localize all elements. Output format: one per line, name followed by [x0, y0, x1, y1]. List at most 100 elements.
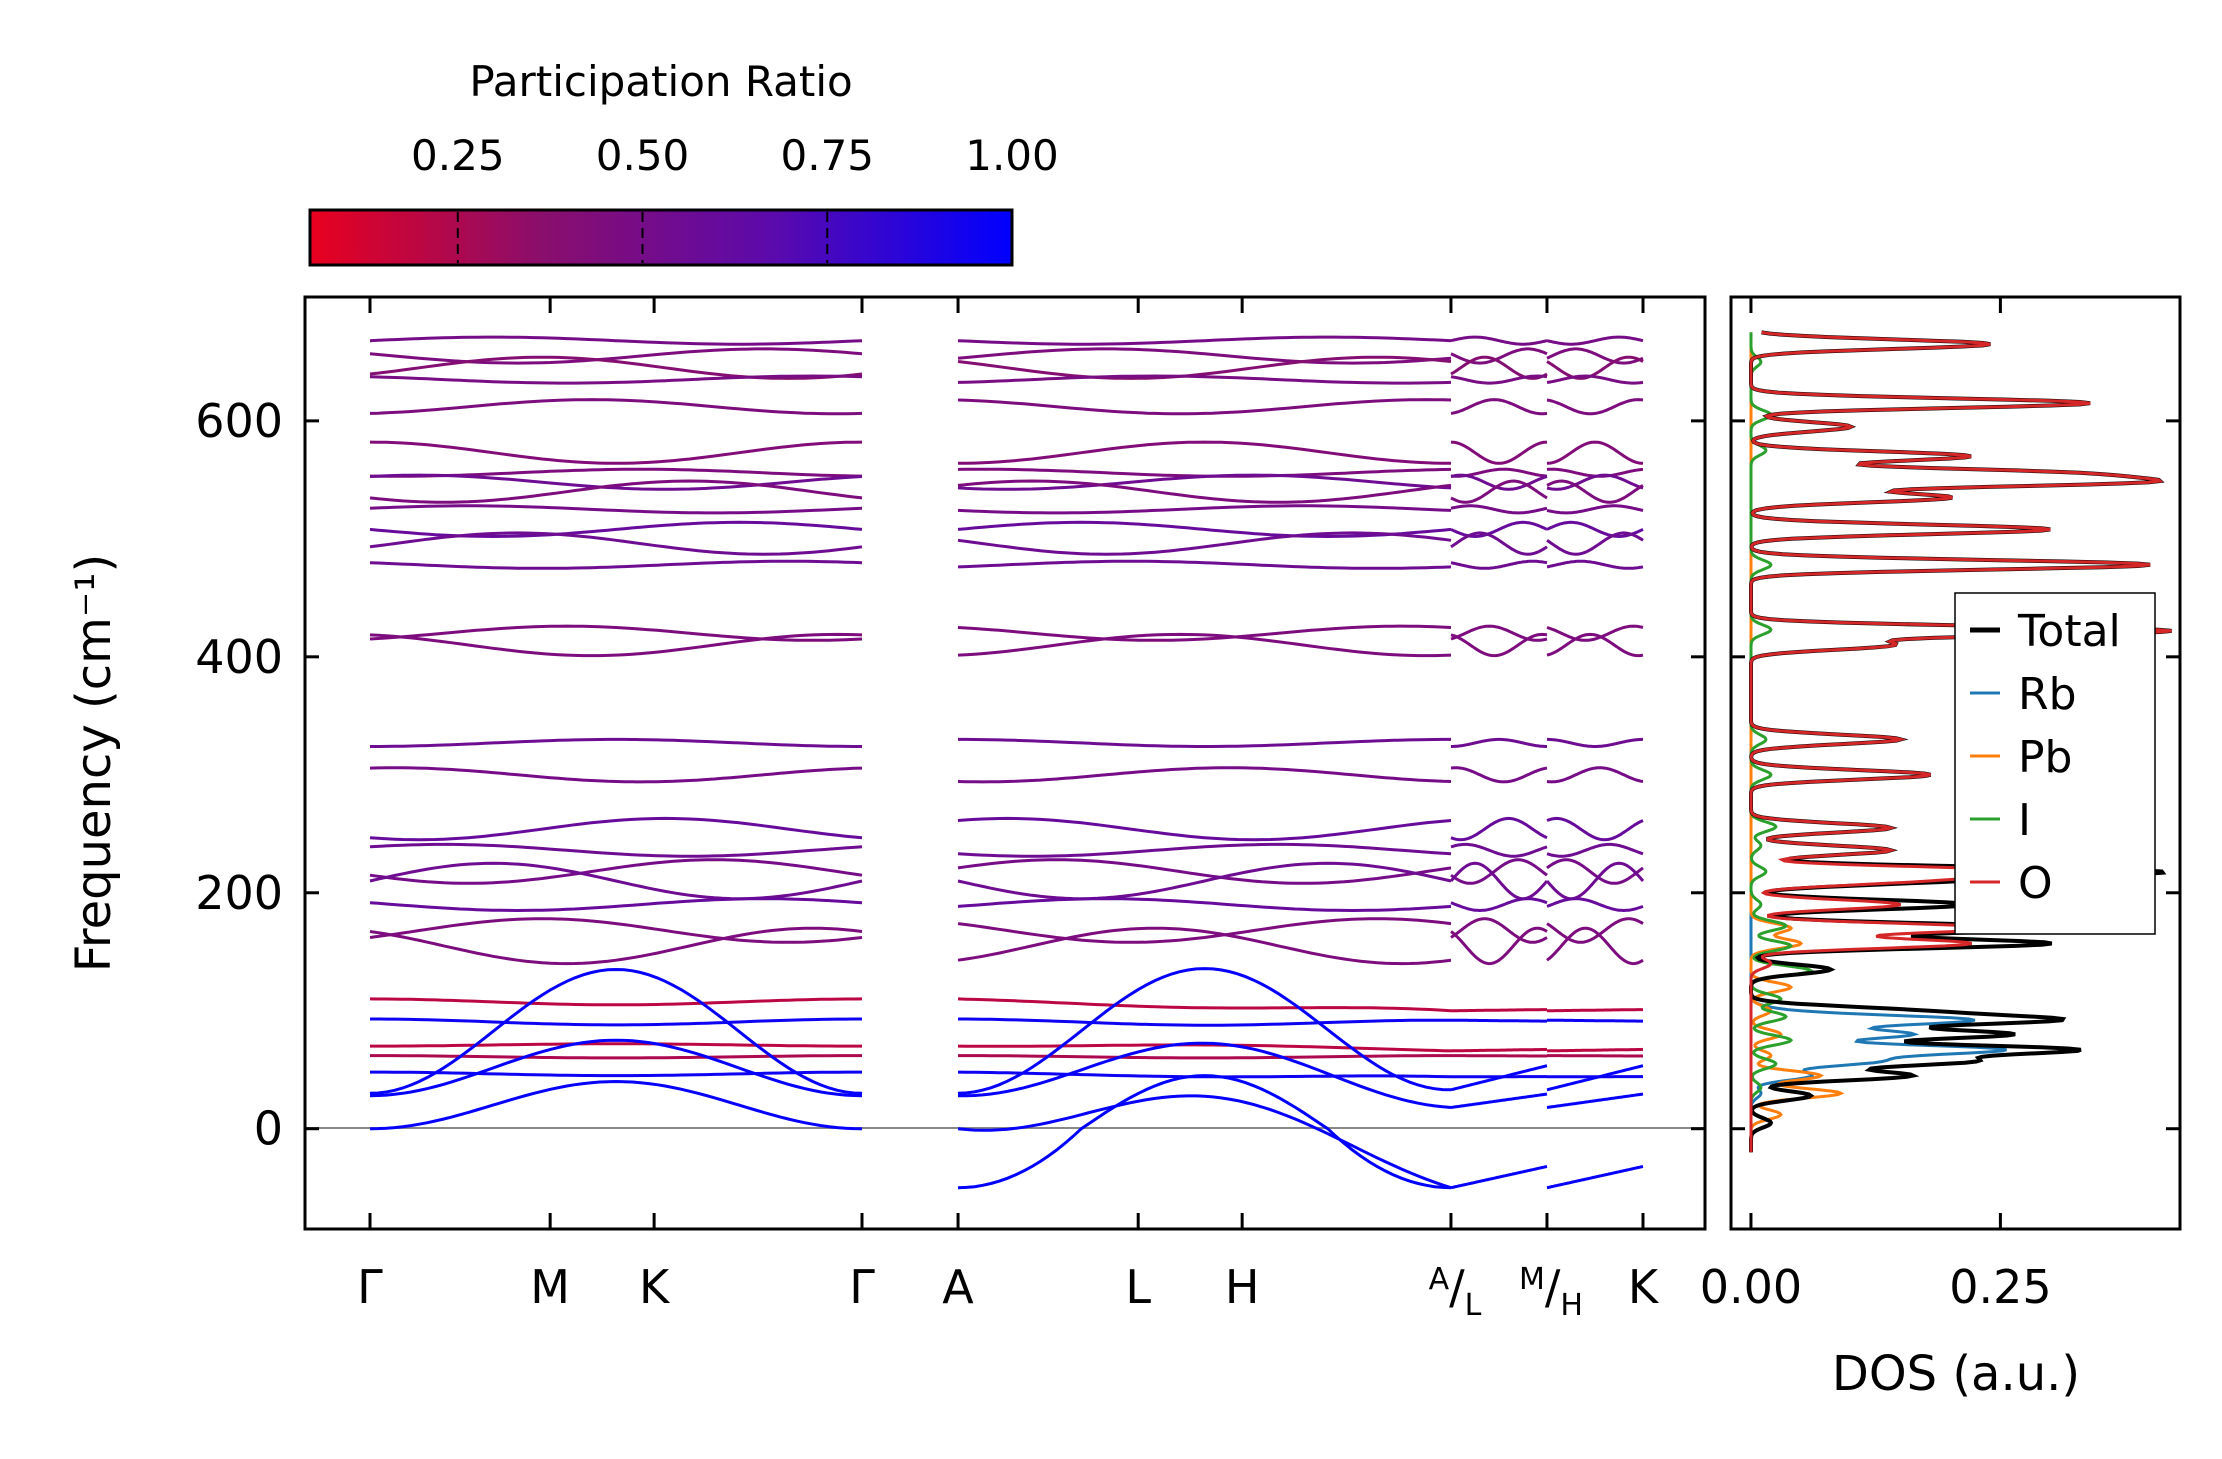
band-line — [370, 522, 862, 536]
band-line — [1451, 818, 1547, 839]
band-line — [1451, 844, 1547, 856]
band-line — [1451, 561, 1547, 568]
k-label: K — [1628, 1260, 1660, 1314]
band-line — [370, 481, 862, 502]
band-line — [370, 626, 862, 640]
band-line — [958, 561, 1451, 568]
colorbar-gradient — [310, 210, 1012, 265]
legend-label: I — [2018, 795, 2031, 846]
band-line — [370, 1082, 862, 1129]
band-line — [1547, 506, 1643, 513]
band-line — [1451, 1167, 1547, 1188]
band-line — [1547, 863, 1643, 898]
band-line — [1547, 844, 1643, 856]
band-line — [370, 818, 862, 839]
colorbar-tick-label: 0.75 — [781, 131, 875, 180]
band-line — [958, 1096, 1451, 1188]
band-line — [370, 533, 862, 554]
band-line — [370, 768, 862, 782]
band-line — [958, 739, 1451, 746]
band-line — [958, 818, 1451, 839]
band-line — [370, 844, 862, 856]
band-line — [1451, 626, 1547, 640]
band-line — [370, 999, 862, 1005]
band-line — [1451, 928, 1547, 963]
band-line — [370, 400, 862, 414]
band-line — [958, 400, 1451, 414]
band-line — [1547, 1167, 1643, 1188]
band-line — [958, 844, 1451, 856]
band-line — [958, 999, 1451, 1011]
band-line — [958, 863, 1451, 898]
band-line — [1451, 899, 1547, 911]
colorbar-tick-label: 0.25 — [411, 131, 505, 180]
band-line — [1547, 1010, 1643, 1011]
dos-series-i — [1751, 332, 1811, 1152]
band-line — [1451, 1020, 1547, 1021]
legend-label: Total — [2017, 606, 2121, 657]
dos-x-tick-label: 0.00 — [1700, 1260, 1802, 1314]
y-tick-label: 0 — [254, 1102, 283, 1156]
band-line — [1451, 522, 1547, 536]
dos-x-axis-title: DOS (a.u.) — [1832, 1346, 2080, 1402]
colorbar-tick-label: 1.00 — [965, 131, 1059, 180]
band-line — [370, 739, 862, 746]
band-line — [958, 1045, 1451, 1051]
band-line — [370, 506, 862, 513]
band-line — [1451, 1094, 1547, 1108]
k-label: A/L — [1429, 1260, 1482, 1323]
k-label: A — [942, 1260, 974, 1314]
k-label: Γ — [849, 1260, 875, 1314]
colorbar-title: Participation Ratio — [469, 57, 852, 106]
dos-x-tick-label: 0.25 — [1949, 1260, 2051, 1314]
band-line — [1451, 442, 1547, 463]
band-line — [958, 337, 1451, 344]
k-label: K — [639, 1260, 671, 1314]
band-lines — [370, 337, 1643, 1188]
band-line — [1451, 634, 1547, 655]
band-line — [1451, 400, 1547, 414]
band-line — [958, 376, 1451, 383]
y-tick-label: 200 — [195, 866, 283, 920]
band-line — [1451, 481, 1547, 502]
colorbar-tick-label: 0.50 — [596, 131, 690, 180]
band-line — [370, 337, 862, 344]
band-line — [370, 928, 862, 963]
band-line — [1451, 533, 1547, 554]
band-line — [1547, 337, 1643, 344]
band-line — [1451, 1049, 1547, 1051]
band-line — [958, 1019, 1451, 1025]
band-line — [370, 1044, 862, 1046]
band-line — [1547, 481, 1643, 502]
band-line — [370, 634, 862, 655]
band-line — [1451, 768, 1547, 782]
legend-label: Rb — [2018, 669, 2077, 720]
band-line — [1547, 1020, 1643, 1021]
legend-label: Pb — [2018, 732, 2072, 783]
band-line — [958, 481, 1451, 502]
k-label: M — [530, 1260, 570, 1314]
band-line — [370, 561, 862, 568]
band-line — [1547, 442, 1643, 463]
k-label: L — [1125, 1260, 1151, 1314]
band-line — [1451, 739, 1547, 746]
band-line — [958, 1056, 1451, 1058]
band-line — [1547, 818, 1643, 839]
band-line — [1451, 337, 1547, 344]
k-label: Γ — [357, 1260, 383, 1314]
band-line — [958, 899, 1451, 911]
band-line — [370, 442, 862, 463]
band-line — [958, 506, 1451, 513]
k-label: M/H — [1519, 1260, 1583, 1323]
band-line — [1547, 739, 1643, 746]
band-line — [958, 442, 1451, 463]
band-line — [370, 899, 862, 911]
band-line — [1547, 561, 1643, 568]
colorbar: Participation Ratio 0.25 0.50 0.75 1.00 — [310, 57, 1059, 265]
